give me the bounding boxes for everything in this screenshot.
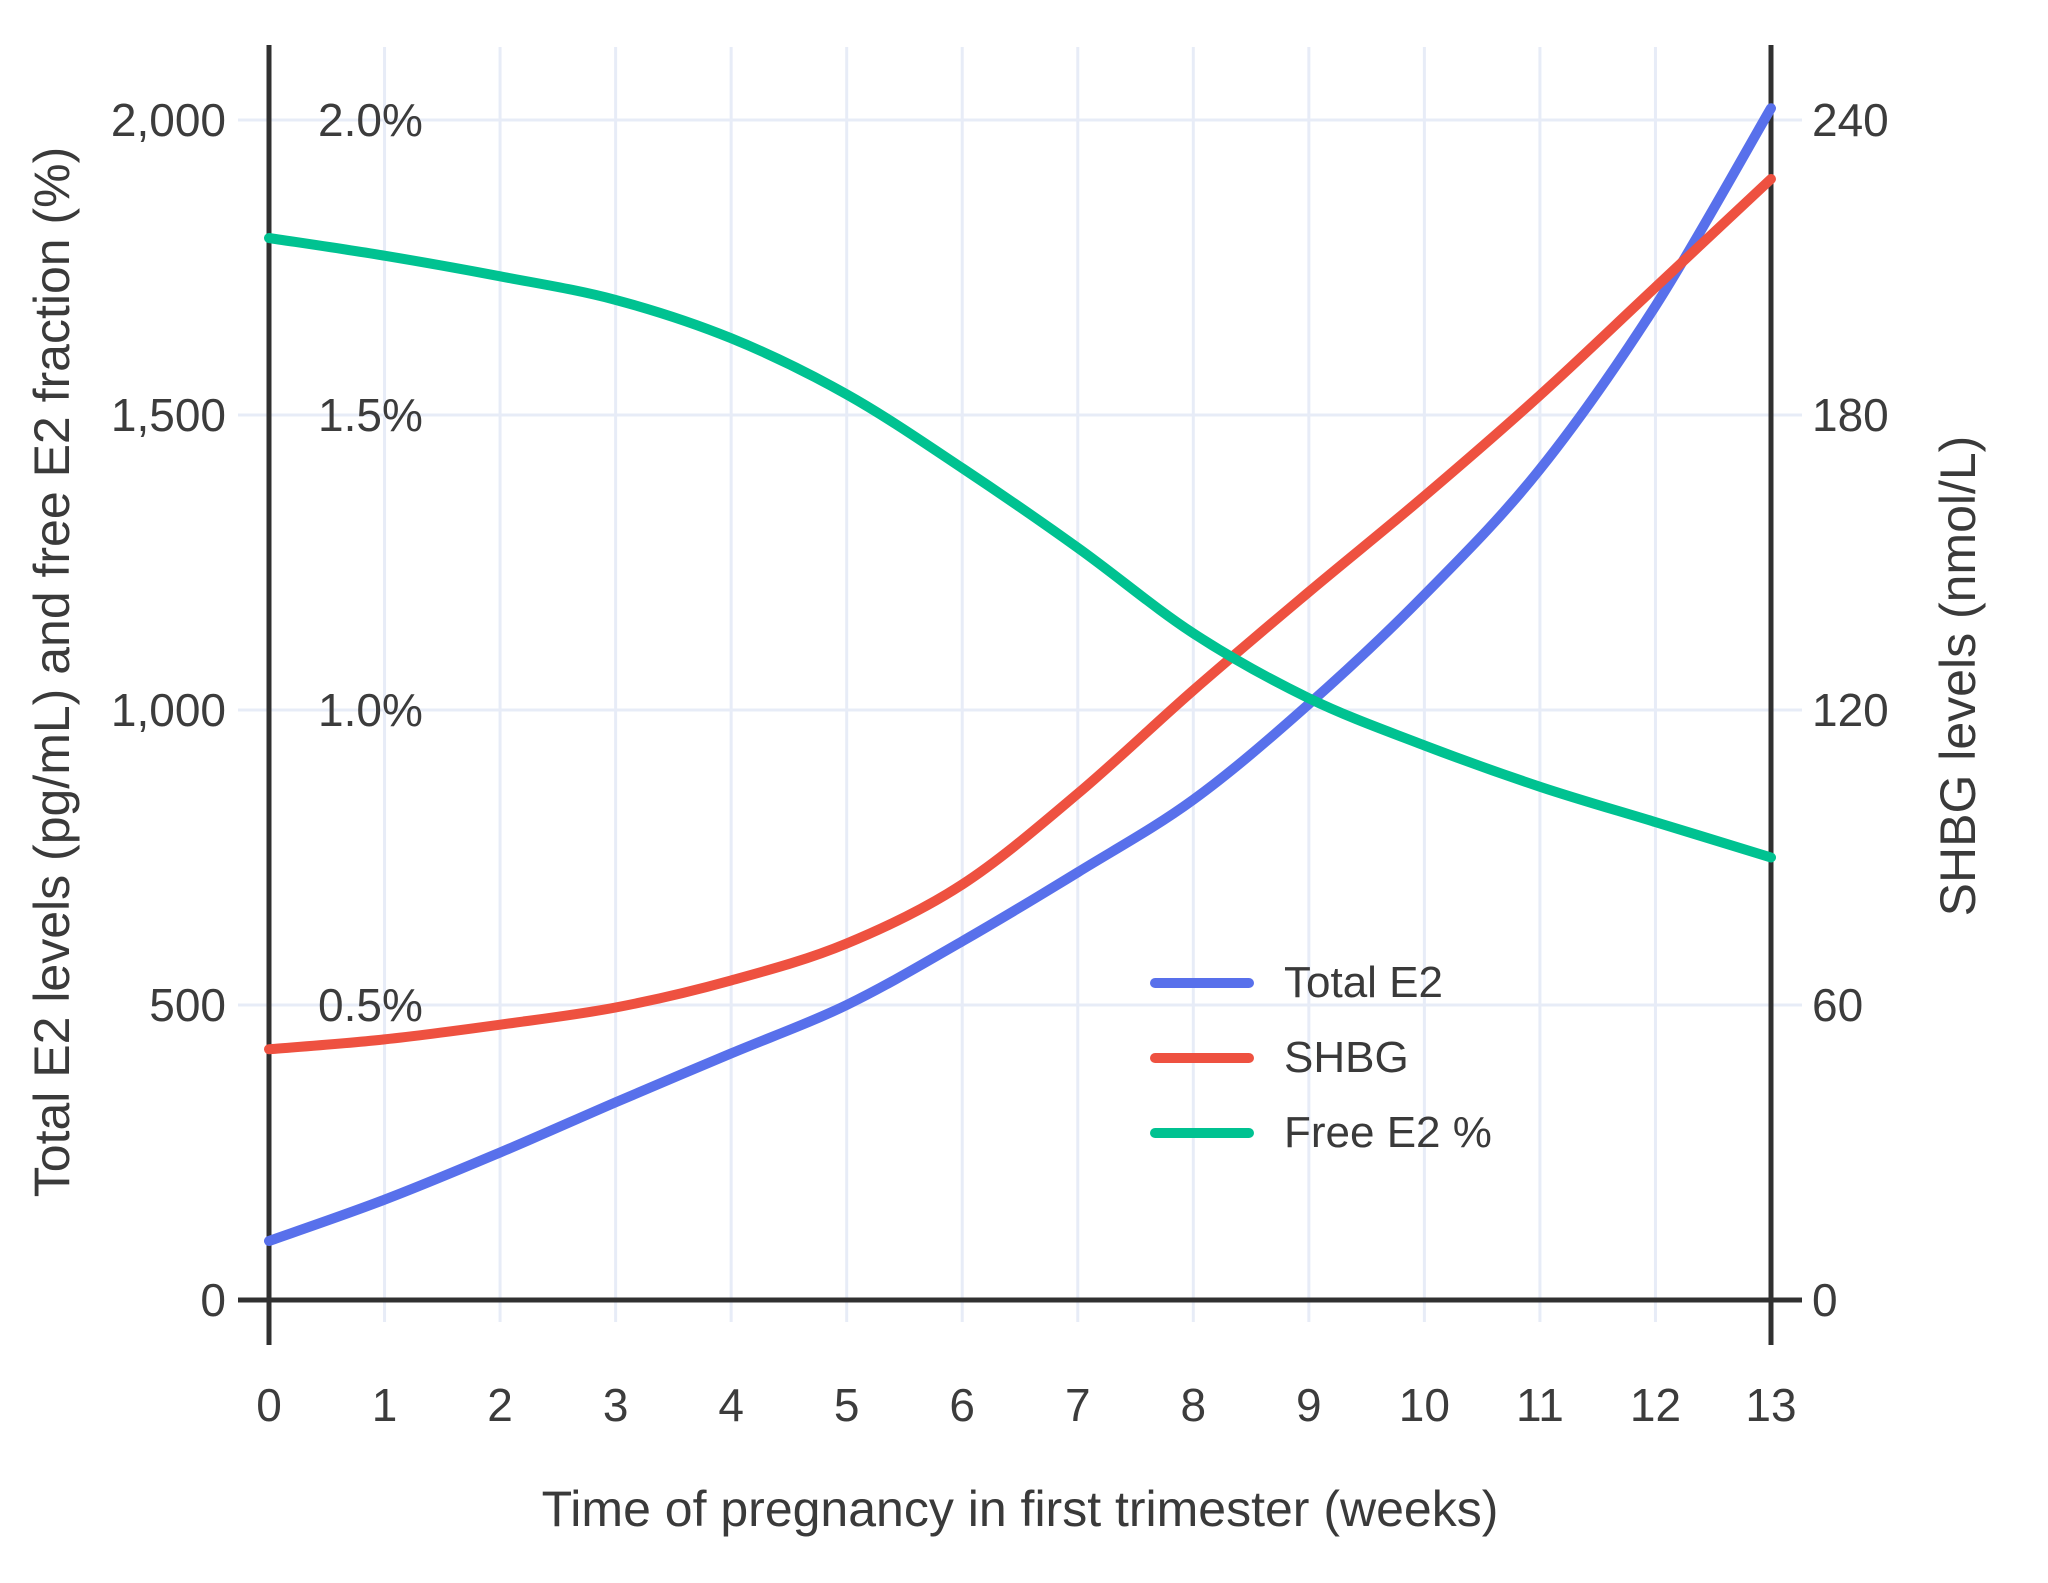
x-axis-tick-label: 12 (1629, 1379, 1682, 1431)
x-axis-title: Time of pregnancy in first trimester (we… (541, 1481, 1499, 1537)
right-axis-tick-label: 180 (1812, 389, 1889, 441)
x-axis-tick-label: 8 (1180, 1379, 1207, 1431)
series-line-total-e2 (264, 103, 1776, 1246)
series-line-shbg (264, 174, 1776, 1055)
x-axis-tick-label: 2 (487, 1379, 513, 1431)
legend-item-total-e2[interactable]: Total E2 (1150, 952, 1492, 1014)
x-axis-tick-label: 10 (1398, 1379, 1450, 1431)
legend-item-free-e2[interactable]: Free E2 % (1150, 1102, 1492, 1164)
percent-axis-tick-label: 0.5% (318, 979, 423, 1031)
right-axis-tick-label: 60 (1812, 979, 1864, 1031)
series-line-free-e2 (264, 233, 1776, 863)
legend-label-total-e2: Total E2 (1284, 958, 1443, 1007)
right-axis-tick-label: 120 (1812, 684, 1889, 736)
left-axis-tick-label: 0 (200, 1274, 226, 1326)
right-axis-tick-label: 0 (1812, 1274, 1838, 1326)
x-axis-tick-label: 11 (1516, 1379, 1564, 1431)
x-axis-tick-label: 6 (949, 1379, 976, 1431)
left-axis-tick-label: 2,000 (110, 94, 226, 146)
right-axis-tick-label: 240 (1812, 94, 1889, 146)
legend-line-free-e2 (1150, 1128, 1254, 1138)
legend-label-shbg: SHBG (1284, 1033, 1409, 1082)
left-axis-tick-label: 1,500 (110, 389, 226, 441)
x-axis-tick-label: 4 (718, 1379, 744, 1431)
left-axis-tick-label: 500 (149, 979, 226, 1031)
x-axis-tick-label: 13 (1745, 1379, 1797, 1431)
percent-axis-tick-label: 1.5% (318, 389, 423, 441)
percent-axis-tick-label: 2.0% (318, 94, 423, 146)
legend-line-total-e2 (1150, 978, 1254, 988)
legend-line-shbg (1150, 1053, 1254, 1063)
left-axis-tick-label: 1,000 (110, 684, 226, 736)
legend: Total E2 SHBG Free E2 % (1150, 952, 1492, 1177)
x-axis-tick-label: 3 (602, 1379, 629, 1431)
left-y-axis-title: Total E2 levels (pg/mL) and free E2 frac… (24, 146, 80, 1198)
legend-label-free-e2: Free E2 % (1284, 1108, 1492, 1157)
x-axis-tick-label: 1 (371, 1379, 398, 1431)
percent-axis-tick-label: 1.0% (318, 684, 423, 736)
x-axis-tick-label: 5 (833, 1379, 860, 1431)
x-axis-tick-label: 7 (1064, 1379, 1091, 1431)
x-axis-tick-label: 0 (256, 1379, 282, 1431)
x-axis-tick-label: 9 (1296, 1379, 1322, 1431)
legend-item-shbg[interactable]: SHBG (1150, 1027, 1492, 1089)
right-y-axis-title: SHBG levels (nmol/L) (1930, 435, 1986, 917)
